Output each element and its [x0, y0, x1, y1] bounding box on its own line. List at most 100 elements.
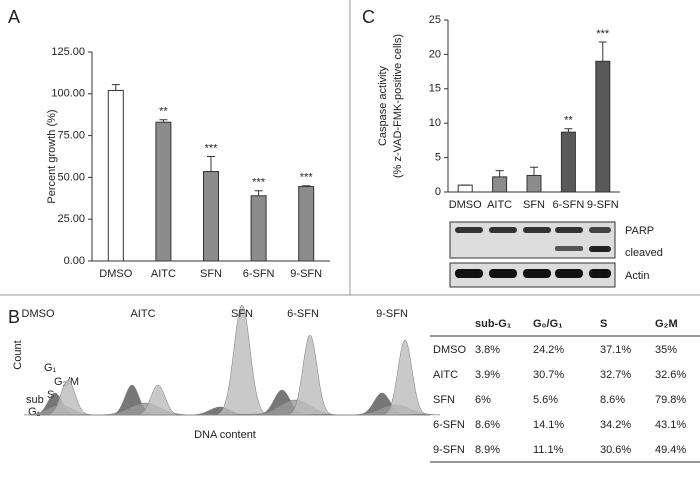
table-header: S: [600, 318, 607, 330]
error-bar: [530, 166, 538, 176]
sample-label: 6-SFN: [287, 308, 319, 320]
table-cell: 14.1%: [533, 419, 564, 431]
y-tick-label: 100.00: [51, 88, 85, 100]
table-cell: 3.8%: [475, 344, 500, 356]
peak-label: sub: [26, 394, 44, 406]
x-tick-label: DMSO: [449, 199, 482, 211]
sample-label: SFN: [231, 308, 253, 320]
bar: [107, 89, 124, 262]
table-header: G₂M: [655, 318, 678, 330]
x-tick-label: DMSO: [99, 268, 132, 280]
x-tick-label: SFN: [200, 268, 222, 280]
y-axis-label: Caspase activity: [377, 65, 389, 146]
histogram-peak: [383, 339, 427, 416]
y-axis-label: (% z-VAD-FMK-positive cells): [392, 34, 404, 178]
y-axis-label: Percent growth (%): [46, 109, 58, 203]
error-bar: [254, 190, 263, 196]
y-tick-label: 15: [429, 83, 441, 95]
sample-label: 9-SFN: [376, 308, 408, 320]
table-cell: 30.6%: [600, 444, 631, 456]
table-row-label: SFN: [433, 394, 455, 406]
y-tick-label: 125.00: [51, 46, 85, 58]
x-tick-label: 9-SFN: [290, 268, 322, 280]
bar: [203, 171, 219, 262]
x-tick-label: AITC: [487, 199, 512, 211]
x-tick-label: 6-SFN: [553, 199, 585, 211]
sample-label: DMSO: [22, 308, 55, 320]
table-row-label: 9-SFN: [433, 444, 465, 456]
x-tick-label: 9-SFN: [587, 199, 619, 211]
peak-label: G₁: [28, 406, 41, 418]
blot-label: Actin: [625, 270, 649, 282]
error-bar: [302, 185, 311, 187]
y-tick-label: 50.00: [57, 171, 85, 183]
table-cell: 35%: [655, 344, 677, 356]
table-cell: 5.6%: [533, 394, 558, 406]
table-cell: 32.6%: [655, 369, 686, 381]
bar: [250, 195, 267, 262]
sample-label: AITC: [130, 308, 155, 320]
table-row-label: DMSO: [433, 344, 466, 356]
significance: ***: [300, 172, 314, 184]
bar: [560, 131, 576, 193]
significance: **: [159, 106, 168, 118]
table-cell: 49.4%: [655, 444, 686, 456]
panel-letter: A: [8, 7, 20, 27]
bar: [457, 184, 473, 193]
blot-label: PARP: [625, 225, 654, 237]
table-row-label: 6-SFN: [433, 419, 465, 431]
histogram-peak: [136, 384, 180, 416]
histogram-peak: [217, 304, 267, 416]
table-header: sub-G₁: [475, 318, 512, 330]
y-tick-label: 10: [429, 117, 441, 129]
table-cell: 3.9%: [475, 369, 500, 381]
peak-label: G₁: [44, 362, 57, 374]
table-cell: 43.1%: [655, 419, 686, 431]
significance: ***: [205, 142, 219, 154]
bar: [155, 121, 172, 262]
bar: [492, 176, 508, 193]
panel-letter: B: [8, 307, 20, 327]
histogram-peak: [46, 379, 90, 416]
x-tick-label: 6-SFN: [243, 268, 275, 280]
y-tick-label: 0: [435, 186, 441, 198]
significance: **: [564, 115, 573, 127]
error-bar: [159, 119, 168, 123]
bar: [298, 186, 315, 262]
axis-label: DNA content: [194, 429, 256, 441]
table-cell: 8.9%: [475, 444, 500, 456]
table-cell: 24.2%: [533, 344, 564, 356]
y-tick-label: 75.00: [57, 130, 85, 142]
y-tick-label: 20: [429, 48, 441, 60]
blot-label: cleaved: [625, 247, 663, 259]
bar: [526, 174, 542, 193]
axis-label: Count: [12, 340, 24, 369]
table-cell: 34.2%: [600, 419, 631, 431]
table-row-label: AITC: [433, 369, 458, 381]
y-tick-label: 25: [429, 14, 441, 26]
table-header: G₀/G₁: [533, 318, 563, 330]
error-bar: [207, 156, 215, 172]
table-cell: 79.8%: [655, 394, 686, 406]
table-cell: 6%: [475, 394, 491, 406]
error-bar: [564, 128, 573, 133]
western-blot: [449, 221, 616, 288]
histogram-peak: [288, 334, 332, 416]
y-tick-label: 25.00: [57, 213, 85, 225]
significance: ***: [596, 28, 610, 40]
y-tick-label: 5: [435, 152, 441, 164]
x-tick-label: AITC: [151, 268, 176, 280]
significance: ***: [252, 177, 266, 189]
table-cell: 8.6%: [475, 419, 500, 431]
y-tick-label: 0.00: [64, 255, 85, 267]
table-cell: 11.1%: [533, 444, 564, 456]
table-cell: 30.7%: [533, 369, 564, 381]
bar: [595, 60, 611, 193]
x-tick-label: SFN: [523, 199, 545, 211]
panel-letter: C: [362, 7, 375, 27]
peak-label: S: [47, 389, 54, 401]
table-cell: 37.1%: [600, 344, 631, 356]
error-bar: [495, 170, 504, 177]
table-cell: 32.7%: [600, 369, 631, 381]
